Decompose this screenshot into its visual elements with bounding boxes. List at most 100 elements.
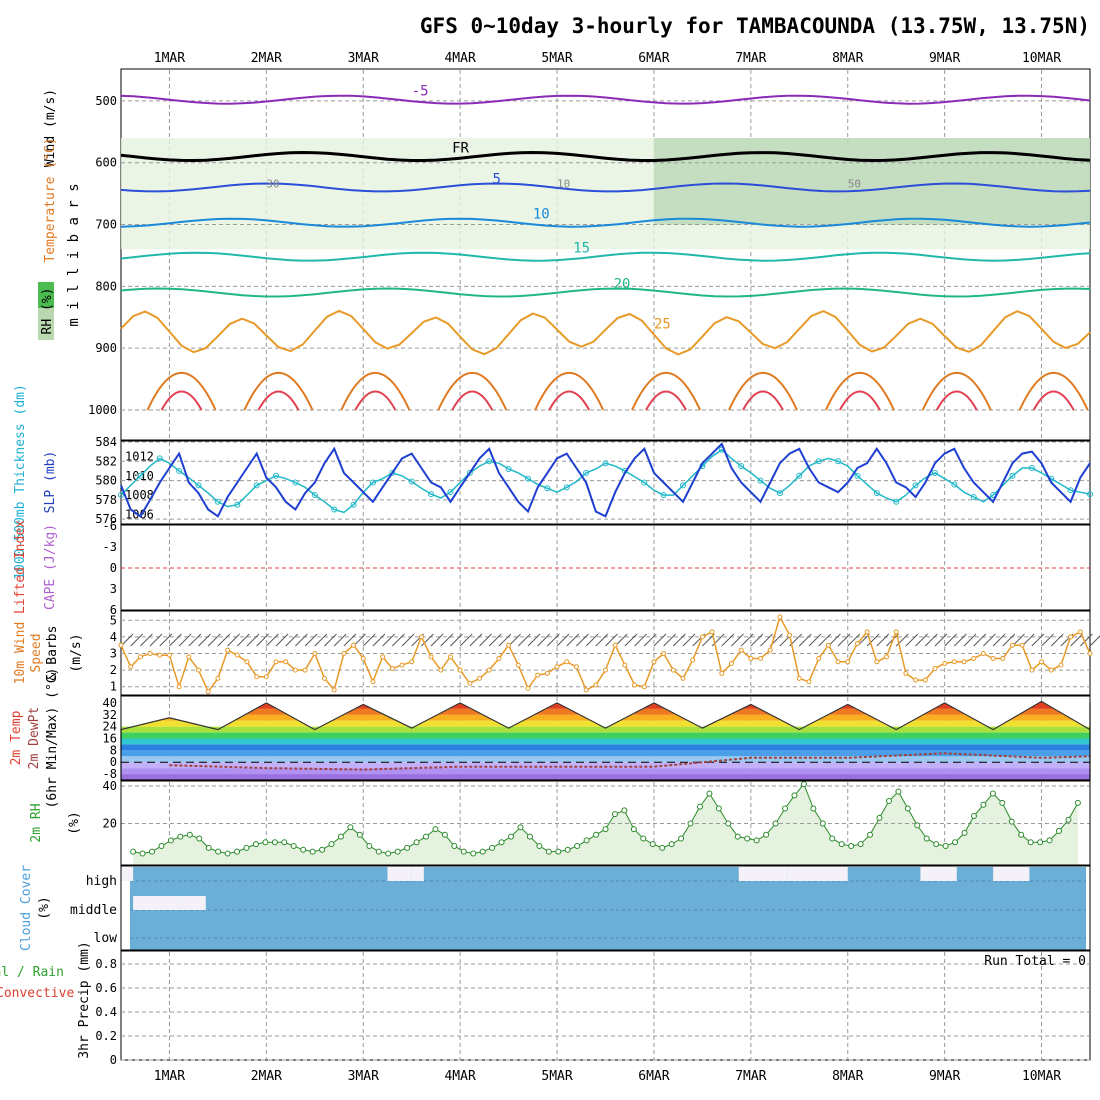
rh-point xyxy=(914,822,921,829)
rh-shading-dark xyxy=(653,138,1090,225)
y-tick-label: 4 xyxy=(110,630,117,644)
rh-label: 10 xyxy=(557,177,570,190)
thickness-point xyxy=(563,484,570,491)
rh-point xyxy=(290,843,297,849)
y-tick-label: 0.8 xyxy=(95,957,117,971)
x-axis-bottom: 1MAR 2MAR 3MAR 4MAR 5MAR 6MAR 7MAR 8MAR 9MAR 10MA… xyxy=(154,1069,1061,1084)
wind-barb xyxy=(634,633,647,647)
x-tick-label-bottom: 2MAR xyxy=(251,1069,282,1084)
rh-label: 50 xyxy=(848,177,861,190)
thickness-point xyxy=(214,498,221,505)
y-tick-label: 40 xyxy=(103,696,117,710)
rh-point xyxy=(243,844,250,851)
precip-label-2: Convective xyxy=(0,986,74,1001)
surface-temp-contour xyxy=(824,371,895,411)
cloud-layer-label: low xyxy=(94,931,118,946)
rh-point xyxy=(857,841,864,848)
cloud-gap xyxy=(411,867,424,881)
run-total: Run Total = 0 xyxy=(984,954,1086,969)
pressure-ylabel: m i l l i b a r s xyxy=(66,183,82,326)
wind-speed-point xyxy=(447,654,453,660)
wind-barb xyxy=(401,633,415,647)
wind-barb xyxy=(653,633,667,647)
rh-point xyxy=(838,841,845,848)
contour-line xyxy=(120,94,1091,105)
wind-speed-point xyxy=(1048,667,1054,673)
wind-barb xyxy=(760,633,773,647)
thickness-point xyxy=(660,492,667,499)
wind-speed-point xyxy=(825,642,831,648)
y-tick-label: 0.6 xyxy=(95,981,117,995)
x-tick-label-top: 10MAR xyxy=(1022,51,1061,66)
rh-point xyxy=(659,844,666,851)
wind-barb xyxy=(953,633,967,647)
rh-point xyxy=(933,841,940,848)
thickness-point xyxy=(1087,491,1093,498)
rh-point xyxy=(375,848,382,855)
rh-legend-box-dark xyxy=(38,282,54,308)
rh-point xyxy=(970,813,977,819)
wind-speed-point xyxy=(961,659,967,665)
rh-point xyxy=(583,837,590,844)
x-tick-label-top: 1MAR xyxy=(154,51,185,66)
wind-panel: 1 2 3 4 5 xyxy=(110,612,1100,695)
rh-point xyxy=(441,831,448,838)
rh-point xyxy=(337,833,344,840)
thickness-point xyxy=(893,498,900,505)
wind-barb xyxy=(217,633,231,647)
rh-point xyxy=(186,831,193,838)
x-tick-label-top: 6MAR xyxy=(638,51,669,66)
temp-band xyxy=(121,732,1090,739)
y-tick-label: 1006 xyxy=(125,507,154,521)
wind-barb xyxy=(537,633,551,647)
slp-thickness-panel-frame xyxy=(120,440,1091,525)
y-tick-label: 5 xyxy=(110,613,117,627)
slp-label: SLP (mb) xyxy=(43,451,58,514)
rh-point xyxy=(1037,839,1044,846)
wind-speed-point xyxy=(254,674,260,680)
rh-point xyxy=(366,843,373,849)
wind-barb xyxy=(314,633,328,647)
rh-point xyxy=(564,846,571,853)
rh-point xyxy=(1074,799,1081,806)
rh-point xyxy=(574,843,581,849)
thickness-point xyxy=(951,481,958,488)
wind-barb xyxy=(440,633,454,647)
wind-speed-point xyxy=(244,659,250,665)
rh-point xyxy=(271,839,278,846)
wind-barb xyxy=(905,633,919,647)
wind-speed-point xyxy=(321,675,327,681)
rh-point xyxy=(479,848,486,855)
wind-speed-point xyxy=(389,665,395,671)
temp-band xyxy=(121,756,1090,763)
rh-point xyxy=(139,850,146,857)
rh-point xyxy=(602,826,609,833)
wind-speed-point xyxy=(1058,662,1064,668)
wind-speed-point xyxy=(477,675,483,681)
surface-temp-contour xyxy=(146,371,217,411)
wind-speed-point xyxy=(573,664,579,670)
wind-barb xyxy=(576,633,589,647)
y-tick-label: 580 xyxy=(95,474,117,488)
rh-point xyxy=(309,848,316,855)
wind-barb xyxy=(450,633,463,647)
rh-point xyxy=(593,831,600,838)
wind-barb xyxy=(1079,633,1093,647)
wind-barb xyxy=(391,633,405,647)
wind-speed-point xyxy=(544,670,550,676)
wind-speed-point xyxy=(661,651,667,656)
rh-point xyxy=(149,848,156,855)
wind-barb xyxy=(382,633,395,647)
wind-barb xyxy=(556,633,570,647)
wind-barb xyxy=(295,633,308,647)
y-tick-label: 800 xyxy=(95,279,117,293)
rh-point xyxy=(394,848,401,855)
wind-barb xyxy=(711,633,725,647)
wind-barb xyxy=(595,633,609,647)
rh-point xyxy=(999,799,1006,806)
wind-speed-point xyxy=(893,629,899,635)
wind-speed-point xyxy=(583,687,589,693)
x-tick-label-top: 3MAR xyxy=(348,51,379,66)
cloud-cover-panel: high middle low xyxy=(70,867,1086,950)
rh-point xyxy=(234,848,241,855)
